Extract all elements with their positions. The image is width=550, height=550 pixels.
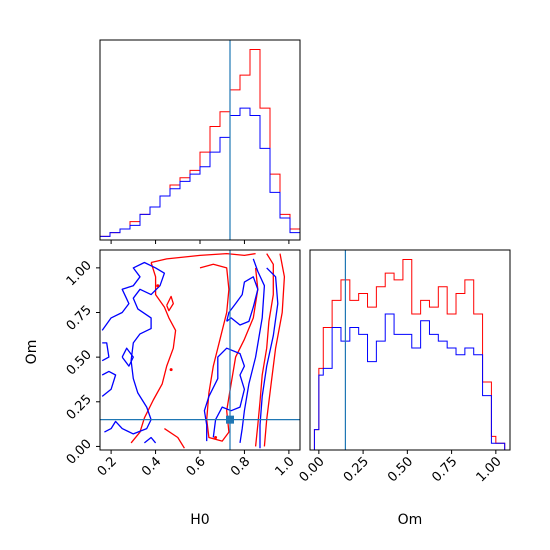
red-contour-dot (214, 436, 218, 439)
red-contour (166, 295, 174, 312)
x-tick-label: 1.0 (272, 454, 297, 479)
x-axis-label-om: Om (398, 512, 423, 528)
blue-contour (101, 342, 110, 362)
y-tick-label: 0.00 (64, 437, 95, 468)
contour-group (100, 250, 300, 450)
x-tick-label: 0.2 (95, 454, 120, 479)
blue-contour (239, 258, 266, 443)
h0-histogram-blue (100, 107, 300, 240)
blue-contour (101, 370, 117, 397)
red-contour (199, 263, 259, 442)
blue-contour (226, 276, 259, 326)
h0-histogram-red (100, 49, 300, 240)
red-contour (164, 428, 185, 449)
red-contour-dot (156, 284, 160, 288)
x-tick-label: 0.8 (228, 454, 253, 479)
axes-frame (309, 249, 511, 451)
x-tick-label: 0.00 (297, 454, 328, 485)
blue-contour (259, 267, 279, 449)
blue-contour (203, 347, 246, 442)
om-histogram-blue (313, 313, 506, 450)
om-histogram-red (313, 259, 506, 450)
h0-om-contour-panel: 0.2 0.4 0.6 0.8 1.0 0.00 0.25 0.50 0.75 1.00 (64, 249, 301, 479)
y-tick-label: 0.75 (64, 303, 95, 334)
blue-contour (101, 261, 166, 435)
x-tick-label: 0.4 (139, 454, 164, 479)
y-axis-label-om: Om (24, 340, 40, 365)
x-tick-label: 0.50 (385, 454, 416, 485)
x-tick-label: 0.25 (341, 454, 372, 485)
red-contour (130, 262, 177, 444)
y-tick-label: 1.00 (64, 258, 95, 289)
blue-contour (121, 347, 134, 367)
x-tick-label: 0.6 (184, 454, 209, 479)
red-contour-dot (169, 368, 173, 372)
red-contour (150, 252, 256, 264)
x-tick-label: 0.75 (429, 454, 460, 485)
blue-contour (143, 436, 157, 444)
red-contour (263, 253, 286, 447)
h0-histogram-panel (99, 39, 301, 244)
om-histogram-panel: 0.00 0.25 0.50 0.75 1.00 (297, 249, 511, 485)
x-tick-label: 1.00 (474, 454, 505, 485)
truth-marker (226, 415, 234, 424)
x-axis-label-h0: H0 (190, 512, 209, 528)
y-tick-label: 0.25 (64, 392, 95, 423)
y-tick-label: 0.50 (64, 347, 95, 378)
